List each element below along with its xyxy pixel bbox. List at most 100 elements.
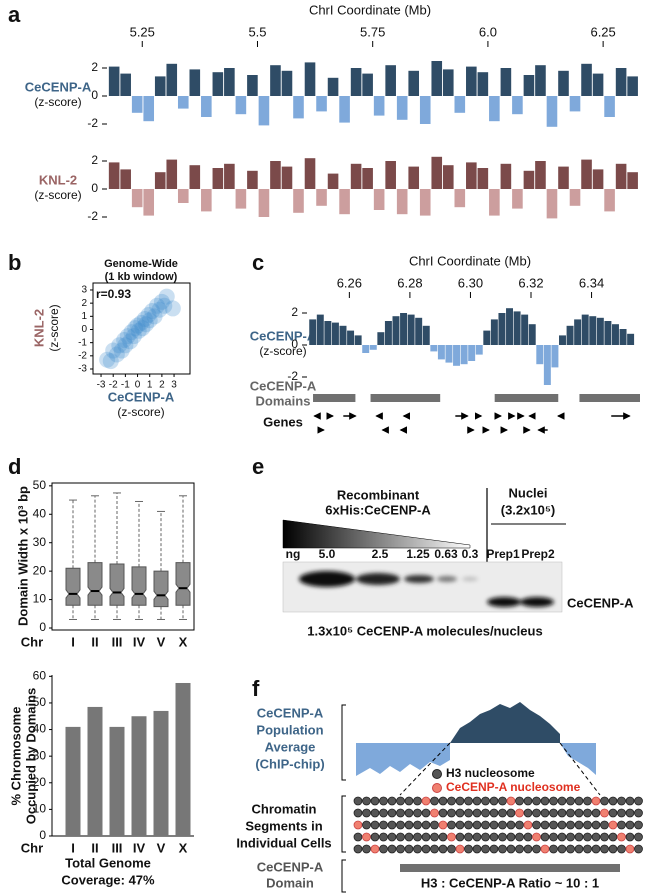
h3-nucleosome: [574, 820, 584, 830]
h3-nucleosome: [540, 808, 550, 818]
x-axis-label: CeCENP-A: [108, 389, 175, 404]
h3-nucleosome: [430, 796, 439, 806]
h3-nucleosome: [498, 844, 507, 854]
h3-nucleosome: [532, 796, 541, 806]
lane-label: 5.0: [319, 547, 336, 561]
h3-nucleosome: [523, 796, 533, 806]
point: [140, 307, 157, 324]
signal-bar: [362, 73, 373, 96]
diagram-label: Individual Cells: [236, 835, 331, 850]
y-tick-label: -2: [87, 116, 98, 130]
h3-nucleosome: [574, 844, 584, 854]
point: [111, 337, 128, 354]
x-tick-label: 6.0: [479, 24, 497, 39]
h3-nucleosome: [498, 832, 507, 842]
bar: [131, 716, 147, 836]
legend-label: H3 nucleosome: [446, 766, 535, 780]
panel-label: f: [252, 676, 260, 701]
signal-bar: [453, 345, 461, 366]
h3-nucleosome: [549, 808, 558, 818]
h3-nucleosome: [464, 832, 473, 842]
h3-nucleosome: [583, 808, 592, 818]
signal-bar: [546, 189, 558, 219]
h3-nucleosome: [489, 808, 499, 818]
h3-nucleosome: [438, 844, 448, 854]
h3-nucleosome: [549, 832, 558, 842]
signal-bar: [385, 65, 396, 96]
h3-nucleosome: [532, 820, 541, 830]
h3-nucleosome: [532, 808, 541, 818]
domain: [313, 394, 356, 402]
h3-nucleosome: [515, 832, 524, 842]
box: [131, 566, 147, 606]
h3-nucleosome: [523, 832, 533, 842]
h3-nucleosome: [549, 820, 558, 830]
signal-bar: [177, 96, 189, 109]
x-tick-label: 1: [147, 380, 153, 391]
signal-bar: [466, 66, 477, 96]
h3-nucleosome: [489, 796, 499, 806]
cenpa-nucleosome: [608, 820, 618, 830]
cenpa-nucleosome: [447, 832, 456, 842]
point: [129, 317, 146, 334]
signal-bar: [466, 162, 477, 189]
point: [113, 342, 130, 359]
h3-nucleosome: [472, 808, 482, 818]
h3-nucleosome: [370, 808, 380, 818]
h3-nucleosome: [472, 820, 482, 830]
h3-nucleosome: [617, 796, 626, 806]
x-tick-label: IV: [133, 840, 146, 855]
h3-nucleosome: [515, 796, 524, 806]
point: [123, 324, 140, 341]
h3-nucleosome: [600, 844, 609, 854]
point: [117, 337, 134, 354]
point: [122, 333, 139, 350]
h3-nucleosome: [625, 820, 635, 830]
h3-nucleosome: [481, 796, 490, 806]
signal-bar: [131, 189, 143, 208]
y-axis-label: Domain Width x 10³ bp: [15, 486, 30, 626]
h3-nucleosome: [634, 844, 643, 854]
h3-nucleosome: [370, 796, 380, 806]
h3-nucleosome: [396, 796, 405, 806]
cenpa-nucleosome: [506, 796, 516, 806]
h3-nucleosome: [421, 844, 431, 854]
signal-bar: [235, 96, 247, 115]
signal-bar: [489, 96, 500, 122]
signal-bar: [454, 96, 466, 113]
h3-nucleosome: [430, 844, 439, 854]
signal-bar: [143, 189, 155, 216]
x-tick-label: 6.25: [590, 24, 615, 39]
bar: [65, 726, 81, 836]
y-axis-unit: (z-score): [47, 304, 61, 351]
signal-bar: [247, 75, 258, 96]
x-tick-label: -1: [121, 380, 130, 391]
lane-label: 1.25: [406, 547, 430, 561]
point: [141, 312, 158, 329]
signal-bar: [224, 68, 235, 96]
h3-nucleosome: [362, 796, 371, 806]
h3-nucleosome: [430, 820, 439, 830]
h3-nucleosome: [625, 832, 635, 842]
blot-group: (3.2x10⁵): [501, 502, 556, 517]
x-tick-label: III: [112, 634, 123, 649]
h3-nucleosome: [617, 844, 626, 854]
h3-nucleosome: [617, 820, 626, 830]
caption: Total Genome: [65, 855, 151, 870]
signal-bar: [569, 96, 581, 112]
signal-bar: [523, 75, 535, 96]
h3-nucleosome: [608, 832, 618, 842]
h3-nucleosome: [583, 820, 592, 830]
x-tick-label: 6.28: [397, 275, 422, 290]
h3-nucleosome: [506, 808, 516, 818]
signal-bar: [627, 172, 638, 189]
h3-nucleosome: [515, 820, 524, 830]
y-tick-label: 0: [291, 337, 298, 351]
band-label: CeCENP-A: [567, 595, 634, 610]
x-tick-label: I: [71, 634, 75, 649]
x-tick-label: II: [91, 634, 98, 649]
cenpa-nucleosome: [600, 808, 609, 818]
signal-bar: [316, 314, 324, 345]
signal-bar: [431, 156, 443, 189]
signal-bar: [619, 329, 627, 345]
